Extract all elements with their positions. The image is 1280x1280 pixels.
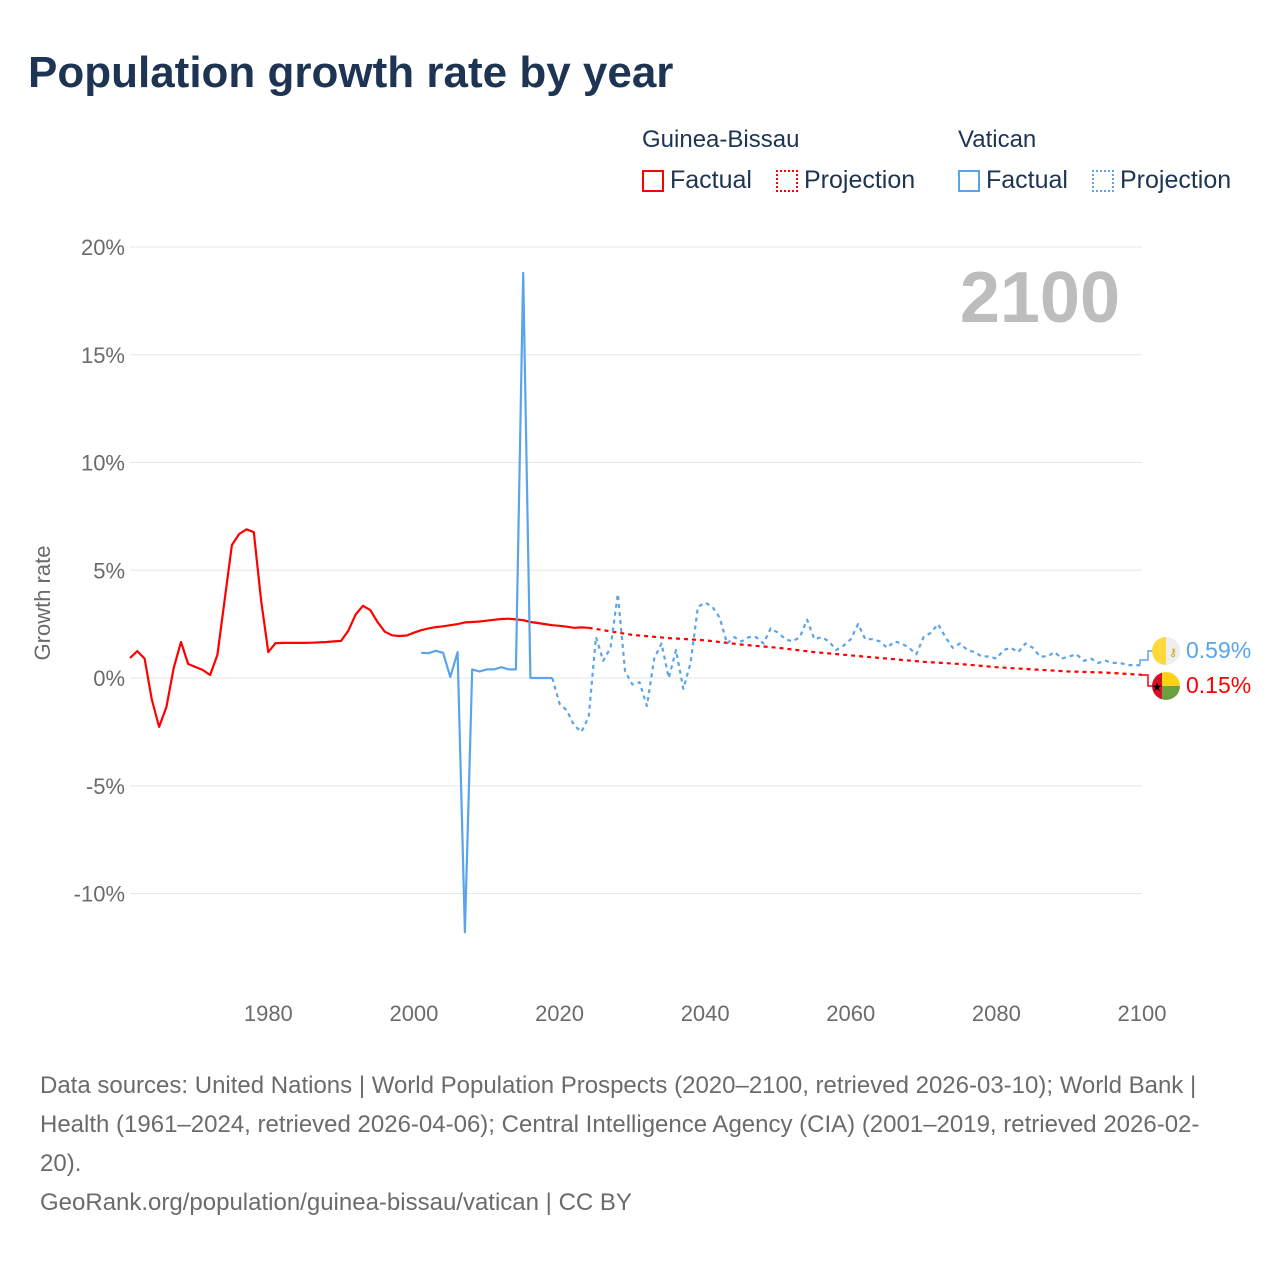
vatican-flag-icon: ⚷ — [1152, 637, 1180, 665]
legend-item-vatican-projection[interactable]: Projection — [1092, 166, 1231, 195]
legend-swatch-solid — [958, 169, 980, 192]
legend-swatch-dotted — [776, 169, 798, 192]
x-tick-label: 2100 — [1118, 1001, 1167, 1026]
legend-swatch-dotted — [1092, 169, 1114, 192]
legend-group-guinea-bissau: Guinea-Bissau — [642, 126, 800, 153]
y-tick-label: 0% — [93, 666, 125, 691]
svg-text:★: ★ — [1152, 680, 1163, 694]
footer: Data sources: United Nations | World Pop… — [40, 1066, 1240, 1222]
y-tick-label: 20% — [81, 235, 125, 260]
year-watermark: 2100 — [960, 258, 1120, 338]
guinea-bissau-flag-icon: ★ — [1152, 672, 1180, 700]
y-axis-label: Growth rate — [30, 546, 55, 661]
vatican-end-value: 0.59% — [1186, 637, 1251, 663]
x-tick-label: 2080 — [972, 1001, 1021, 1026]
page-title: Population growth rate by year — [28, 48, 674, 97]
y-tick-label: -10% — [74, 882, 125, 907]
series-line-vatican-factual — [421, 271, 553, 934]
svg-text:⚷: ⚷ — [1169, 647, 1177, 659]
series-line-vatican-projection — [551, 592, 1143, 734]
legend-item-gb-projection[interactable]: Projection — [776, 166, 915, 195]
x-tick-label: 2060 — [826, 1001, 875, 1026]
y-tick-label: 10% — [81, 451, 125, 476]
legend-label: Projection — [804, 166, 916, 194]
x-tick-label: 2040 — [681, 1001, 730, 1026]
x-tick-label: 2020 — [535, 1001, 584, 1026]
x-tick-label: 1980 — [244, 1001, 293, 1026]
series-line-guinea-bissau-factual — [129, 528, 589, 729]
data-sources: Data sources: United Nations | World Pop… — [40, 1072, 1200, 1177]
y-tick-label: -5% — [86, 774, 125, 799]
y-tick-label: 15% — [81, 343, 125, 368]
credit-link[interactable]: GeoRank.org/population/guinea-bissau/vat… — [40, 1189, 632, 1216]
end-markers: ⚷ ★ 0.59% 0.15% — [1139, 637, 1251, 700]
legend-swatch-solid — [642, 169, 664, 192]
y-tick-label: 5% — [93, 558, 125, 583]
legend-label: Factual — [986, 166, 1068, 194]
guinea-bissau-end-value: 0.15% — [1186, 672, 1251, 698]
legend-group-vatican: Vatican — [958, 126, 1037, 153]
series-line-guinea-bissau-projection — [588, 626, 1143, 676]
legend-label: Projection — [1120, 166, 1232, 194]
x-tick-label: 2000 — [389, 1001, 438, 1026]
legend-item-vatican-factual[interactable]: Factual — [958, 166, 1068, 195]
line-chart: -10% -5% 0% 5% 10% 15% 20% 1980 2000 2020 2040 2060… — [30, 235, 1251, 1026]
legend-label: Factual — [670, 166, 752, 194]
legend-item-gb-factual[interactable]: Factual — [642, 166, 752, 195]
